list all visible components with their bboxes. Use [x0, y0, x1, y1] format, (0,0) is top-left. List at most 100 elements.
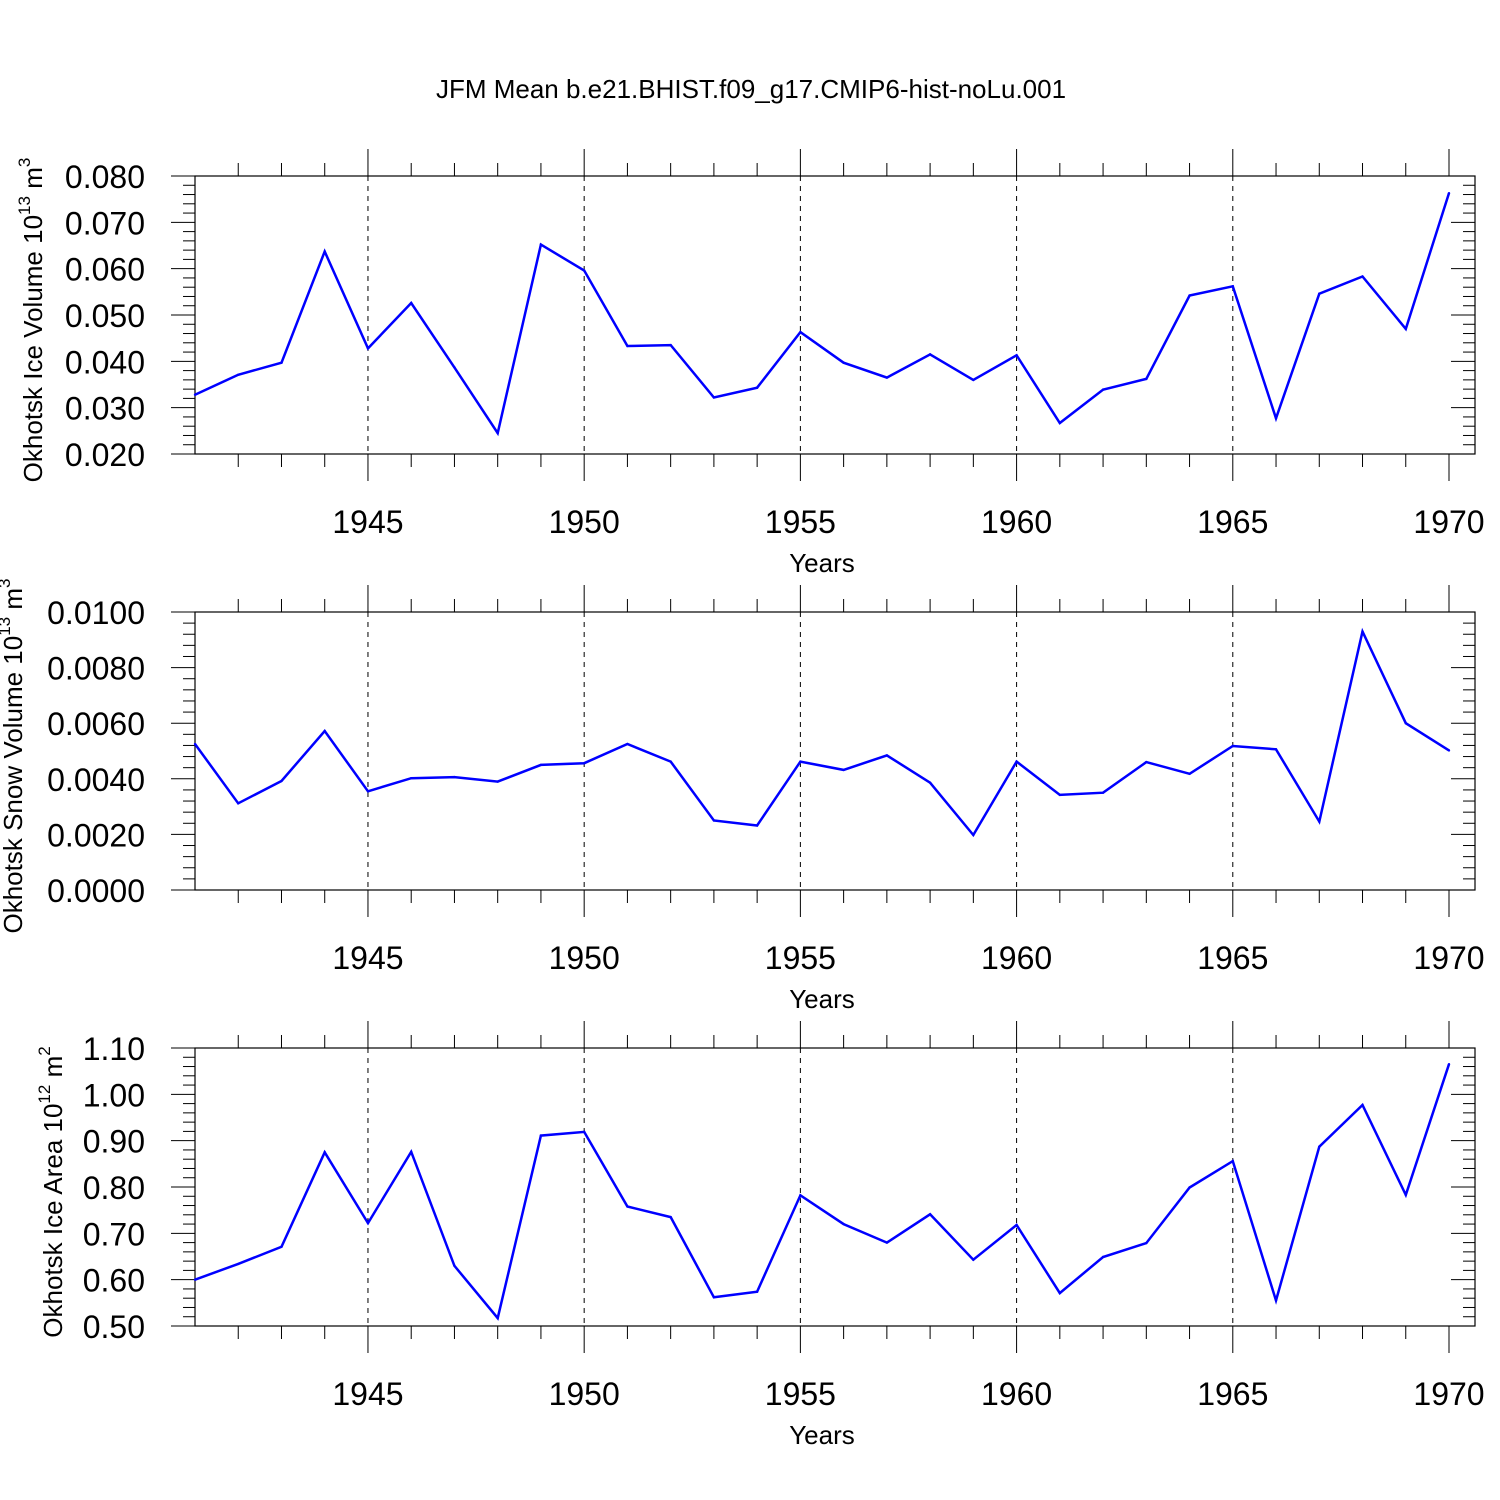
- data-point: [928, 1213, 932, 1216]
- y-tick-label: 0.70: [83, 1216, 145, 1252]
- x-tick-label: 1965: [1197, 940, 1268, 976]
- data-point: [323, 1151, 326, 1154]
- data-point: [669, 760, 672, 763]
- y-tick-label: 0.50: [83, 1309, 145, 1345]
- data-point: [1015, 1223, 1018, 1227]
- data-point: [280, 779, 283, 783]
- data-point: [539, 243, 543, 246]
- data-point: [1188, 772, 1191, 775]
- data-point: [410, 1150, 413, 1153]
- x-tick-label: 1965: [1197, 1376, 1268, 1412]
- data-point: [366, 1221, 370, 1225]
- data-point: [366, 790, 370, 793]
- data-point: [1145, 1241, 1148, 1245]
- data-point: [842, 1222, 845, 1226]
- y-tick-label: 0.0000: [47, 873, 145, 909]
- panel-ice-volume: 0.020 0.030 0.040 0.050 0.060 0.070 0.080 1945 1…: [15, 149, 1485, 578]
- data-point: [453, 366, 456, 369]
- y-tick-label: 0.080: [65, 159, 145, 195]
- data-point: [280, 1245, 283, 1248]
- y-tick-label: 0.0040: [47, 762, 145, 798]
- data-point: [237, 373, 240, 376]
- data-point: [1318, 820, 1321, 823]
- data-point: [1447, 1063, 1451, 1066]
- data-point: [755, 386, 759, 389]
- data-point: [193, 1278, 197, 1281]
- y-tick-label: 0.90: [83, 1124, 145, 1160]
- x-tick-label: 1960: [981, 504, 1052, 540]
- data-point: [755, 1290, 759, 1293]
- data-point: [842, 768, 845, 772]
- data-point: [928, 781, 932, 784]
- data-point: [712, 396, 716, 399]
- x-tick-label: 1970: [1413, 504, 1484, 540]
- y-tick-label: 0.050: [65, 298, 145, 334]
- y-tick-label: 0.0100: [47, 595, 145, 631]
- x-tick-label: 1945: [332, 940, 403, 976]
- figure-title: JFM Mean b.e21.BHIST.f09_g17.CMIP6-hist-…: [436, 74, 1066, 104]
- y-tick-label: 0.060: [65, 252, 145, 288]
- data-point: [193, 742, 197, 746]
- data-point: [323, 250, 326, 253]
- data-point: [885, 1241, 889, 1244]
- y-tick-label: 1.00: [83, 1077, 145, 1113]
- y-axis-title: Okhotsk Ice Area 1012 m2: [35, 1046, 68, 1337]
- data-point: [1058, 421, 1062, 425]
- y-tick-label: 1.10: [83, 1031, 145, 1067]
- x-tick-label: 1955: [765, 1376, 836, 1412]
- y-tick-label: 0.0080: [47, 651, 145, 687]
- x-tick-label: 1950: [549, 1376, 620, 1412]
- data-point: [280, 361, 283, 364]
- data-point: [323, 729, 326, 733]
- y-tick-label: 0.070: [65, 205, 145, 241]
- y-tick-label: 0.0020: [47, 817, 145, 853]
- data-point: [1101, 791, 1105, 794]
- data-point: [1145, 760, 1148, 764]
- data-point: [410, 777, 413, 780]
- x-tick-label: 1955: [765, 504, 836, 540]
- data-point: [582, 762, 586, 765]
- x-tick-label: 1945: [332, 1376, 403, 1412]
- data-point: [799, 330, 802, 334]
- x-tick-label: 1965: [1197, 504, 1268, 540]
- x-tick-label: 1945: [332, 504, 403, 540]
- data-point: [1274, 1299, 1278, 1302]
- data-point: [1361, 275, 1364, 278]
- x-tick-label: 1960: [981, 940, 1052, 976]
- x-tick-label: 1955: [765, 940, 836, 976]
- data-point: [885, 754, 889, 757]
- series-line: [193, 627, 1450, 838]
- data-point: [539, 1134, 543, 1137]
- data-point: [237, 1262, 240, 1266]
- series-line: [194, 192, 1451, 437]
- data-point: [496, 1316, 499, 1320]
- data-point: [1231, 1159, 1234, 1163]
- data-point: [972, 378, 975, 382]
- x-tick-label: 1970: [1413, 940, 1484, 976]
- data-point: [237, 802, 240, 805]
- x-axis-title: Years: [789, 984, 855, 1014]
- y-axis-title: Okhotsk Snow Volume 1013 m3: [0, 579, 28, 934]
- data-point: [193, 393, 197, 396]
- data-point: [1231, 285, 1234, 288]
- series-line: [194, 1063, 1451, 1321]
- panel-snow-volume: 0.0000 0.0020 0.0040 0.0060 0.0080 0.0100 1945…: [0, 579, 1485, 1015]
- data-point: [928, 353, 932, 356]
- data-point: [1404, 1193, 1407, 1197]
- x-tick-label: 1950: [549, 504, 620, 540]
- data-point: [1015, 354, 1018, 357]
- y-axis-title: Okhotsk Ice Volume 1013 m3: [15, 158, 48, 483]
- data-point: [1361, 1103, 1364, 1107]
- data-point: [799, 760, 802, 763]
- data-point: [842, 361, 845, 364]
- data-point: [539, 763, 543, 767]
- data-point: [1447, 749, 1451, 752]
- data-point: [1058, 793, 1062, 797]
- data-point: [1101, 388, 1105, 391]
- data-point: [1145, 377, 1148, 381]
- data-point: [1101, 1255, 1105, 1259]
- data-point: [1447, 191, 1451, 195]
- y-tick-label: 0.60: [83, 1263, 145, 1299]
- data-point: [1361, 630, 1364, 633]
